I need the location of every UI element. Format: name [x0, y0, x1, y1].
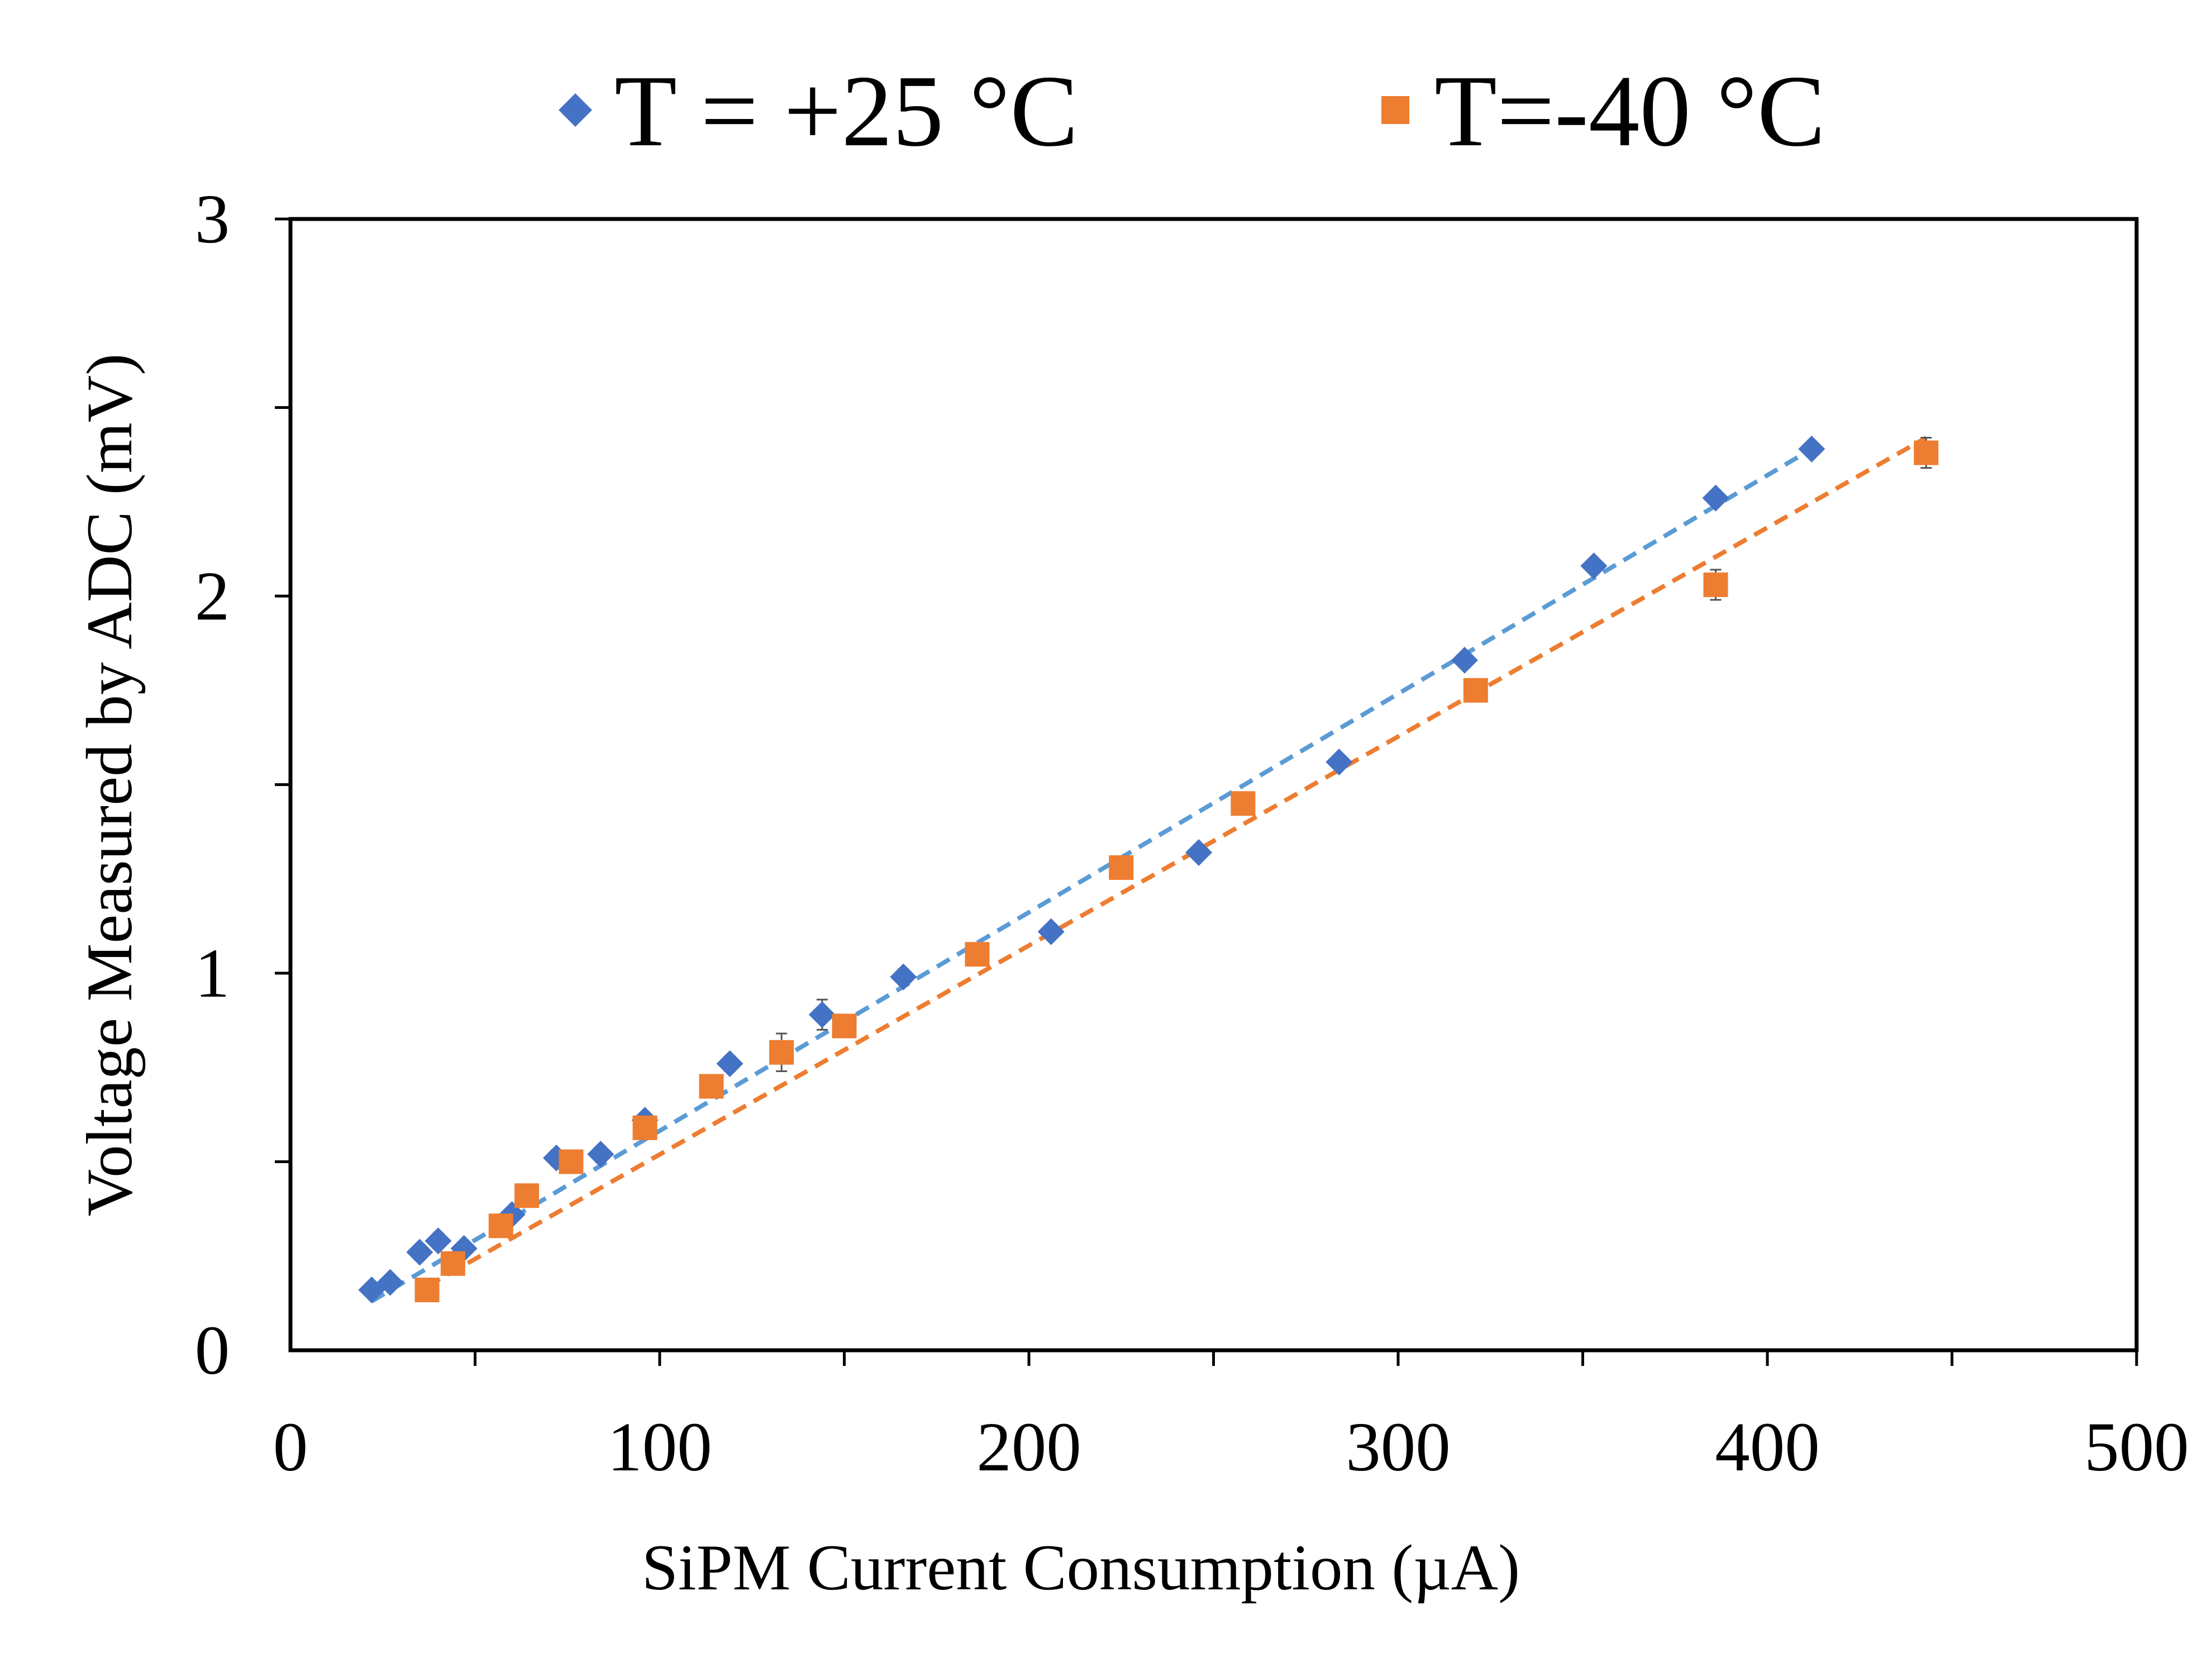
y-axis-title: Voltage Measured by ADC (mV): [74, 354, 146, 1217]
x-tick-label: 400: [1715, 1409, 1820, 1486]
data-point-diamond: [890, 963, 917, 990]
y-tick-label: 1: [195, 935, 230, 1012]
legend-label-series-2: T=-40 °C: [1434, 54, 1825, 168]
y-tick-label: 3: [195, 181, 230, 258]
data-point-square: [832, 1013, 857, 1039]
data-point-square: [1231, 791, 1256, 816]
y-tick-label: 2: [195, 558, 230, 635]
data-point-diamond: [376, 1269, 404, 1296]
data-point-diamond: [587, 1141, 614, 1168]
data-point-square: [1463, 678, 1488, 703]
x-tick-label: 500: [2084, 1409, 2189, 1486]
data-markers: [358, 435, 1939, 1303]
axis-ticks: [275, 217, 2138, 1366]
x-tick-label: 100: [607, 1409, 712, 1486]
data-point-square: [488, 1213, 513, 1239]
data-point-diamond: [1702, 484, 1729, 512]
data-point-square: [1914, 440, 1939, 465]
legend-marker-diamond: [559, 93, 592, 127]
data-point-square: [632, 1115, 657, 1140]
y-tick-label: 0: [195, 1312, 230, 1389]
data-point-square: [1703, 572, 1728, 597]
data-point-square: [414, 1278, 440, 1302]
data-point-diamond: [1185, 839, 1213, 866]
data-point-square: [769, 1040, 794, 1065]
data-point-square: [440, 1251, 465, 1276]
x-axis-title: SiPM Current Consumption (µA): [642, 1532, 1520, 1604]
axis-tick-labels: 0 100 200 300 400 500 0 1 2 3: [195, 181, 2189, 1486]
data-point-square: [559, 1149, 584, 1174]
legend-label-series-1: T = +25 °C: [614, 54, 1078, 168]
data-point-diamond: [1798, 435, 1825, 463]
data-point-square: [699, 1074, 724, 1099]
x-tick-label: 0: [273, 1409, 308, 1486]
data-point-diamond: [1037, 918, 1065, 945]
trendlines: [370, 436, 1928, 1303]
trendline-series-2: [426, 436, 1928, 1288]
legend-marker-square: [1381, 96, 1409, 124]
data-point-diamond: [1451, 646, 1478, 674]
x-tick-label: 200: [976, 1409, 1081, 1486]
data-point-diamond: [425, 1227, 452, 1255]
data-point-diamond: [406, 1239, 433, 1266]
trendline-series-1: [370, 447, 1813, 1303]
data-point-square: [514, 1183, 540, 1208]
data-point-square: [1109, 855, 1134, 880]
x-tick-label: 300: [1346, 1409, 1451, 1486]
data-point-diamond: [1580, 553, 1608, 579]
data-point-diamond: [808, 1001, 836, 1028]
data-point-square: [965, 942, 990, 967]
legend: T = +25 °C T=-40 °C: [559, 54, 1825, 168]
data-point-diamond: [716, 1050, 743, 1077]
data-point-diamond: [1326, 749, 1353, 775]
